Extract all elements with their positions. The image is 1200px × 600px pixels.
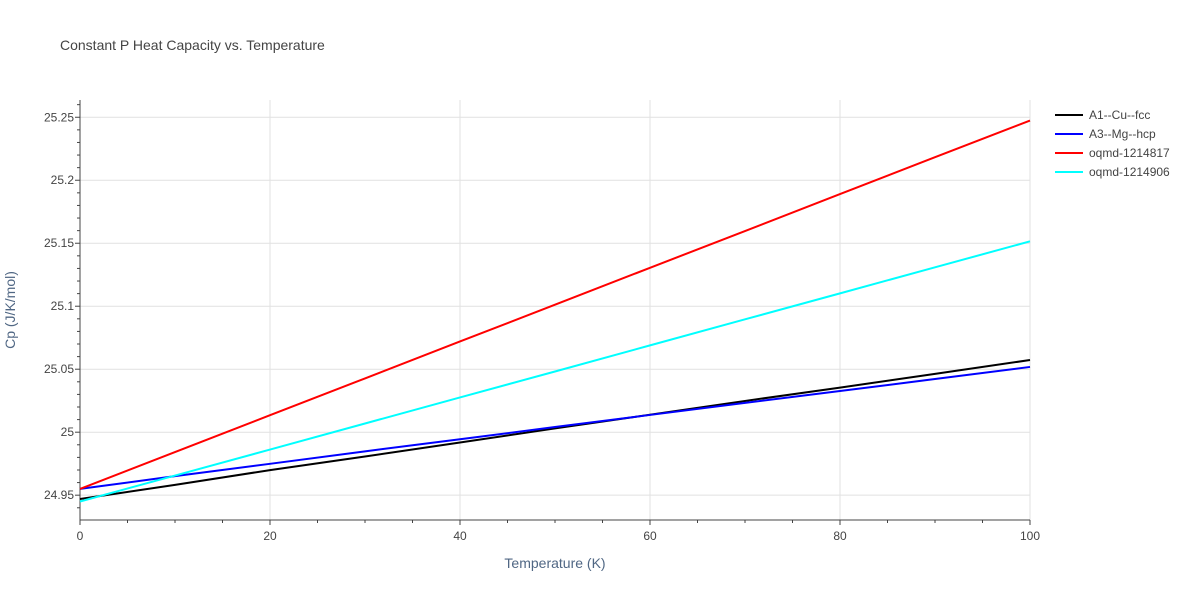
x-tick-label: 60 [643, 529, 657, 543]
y-tick-label: 25.15 [44, 236, 74, 250]
y-tick-label: 25.1 [51, 299, 75, 313]
x-axis-label: Temperature (K) [504, 555, 605, 571]
legend-label: oqmd-1214906 [1089, 165, 1170, 179]
y-tick-label: 25.25 [44, 110, 74, 124]
legend-label: A1--Cu--fcc [1089, 108, 1150, 122]
legend-item[interactable]: oqmd-1214906 [1055, 165, 1170, 179]
x-tick-label: 20 [263, 529, 277, 543]
axes: 0 20 40 60 80 100 24.95 25 25.05 25.1 25.15 25.2 25.… [44, 100, 1040, 543]
series-line-A1--Cu--fcc[interactable] [79, 359, 1031, 500]
x-tick-label: 0 [77, 529, 84, 543]
chart-title: Constant P Heat Capacity vs. Temperature [60, 37, 325, 53]
gridlines [80, 100, 1031, 520]
x-tick-label: 100 [1020, 529, 1040, 543]
x-tick-label: 40 [453, 529, 467, 543]
series-line-oqmd-1214906[interactable] [79, 240, 1031, 503]
y-axis-label: Cp (J/K/mol) [2, 271, 18, 349]
y-tick-label: 24.95 [44, 488, 74, 502]
series-line-oqmd-1214817[interactable] [79, 119, 1031, 490]
legend-item[interactable]: oqmd-1214817 [1055, 146, 1170, 160]
legend-item[interactable]: A3--Mg--hcp [1055, 127, 1156, 141]
plot-area [79, 119, 1031, 503]
y-tick-label: 25 [61, 425, 75, 439]
legend: A1--Cu--fcc A3--Mg--hcp oqmd-1214817 oqmd-1… [1055, 108, 1170, 179]
x-tick-label: 80 [833, 529, 847, 543]
legend-label: oqmd-1214817 [1089, 146, 1170, 160]
series-line-A3--Mg--hcp[interactable] [79, 365, 1031, 490]
y-tick-label: 25.05 [44, 362, 74, 376]
legend-label: A3--Mg--hcp [1089, 127, 1156, 141]
legend-item[interactable]: A1--Cu--fcc [1055, 108, 1150, 122]
y-tick-label: 25.2 [51, 173, 75, 187]
